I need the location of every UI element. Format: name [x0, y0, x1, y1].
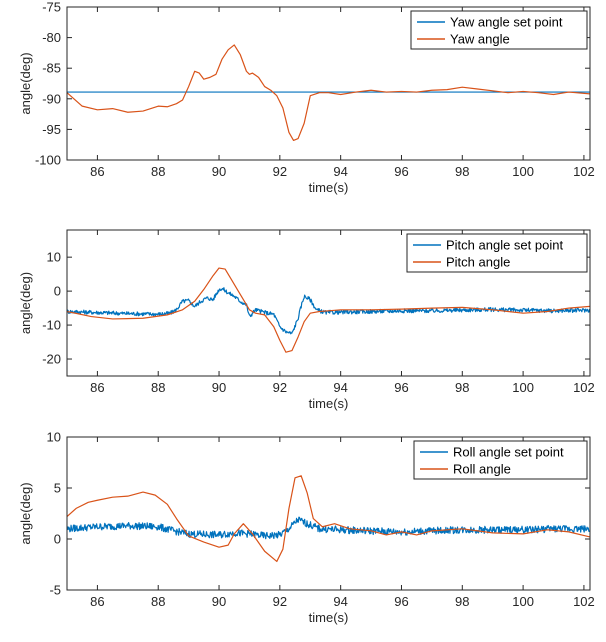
roll-y-tick-label: 5	[54, 481, 61, 496]
yaw-x-tick-label: 98	[455, 164, 469, 179]
yaw-plot: 86 88 90 92 94 96 98 100 102 -100 -95 -90 -85 -80 -75 t…	[18, 0, 595, 195]
roll-x-tick-label: 86	[90, 594, 104, 609]
roll-x-tick-label: 98	[455, 594, 469, 609]
roll-y-tick-label: 0	[54, 532, 61, 547]
roll-y-tick-label: -5	[49, 583, 61, 598]
yaw-y-tick-label: -90	[42, 91, 61, 106]
pitch-x-tick-label: 98	[455, 380, 469, 395]
pitch-y-tick-label: -10	[42, 318, 61, 333]
pitch-x-tick-label: 90	[212, 380, 226, 395]
pitch-x-tick-label: 100	[512, 380, 534, 395]
roll-axes-box	[66, 436, 591, 591]
yaw-x-tick-label: 102	[573, 164, 595, 179]
pitch-legend-label-2: Pitch angle	[446, 255, 510, 270]
pitch-x-tick-label: 96	[394, 380, 408, 395]
pitch-y-axis-label: angle(deg)	[18, 272, 33, 334]
pitch-y-tick-label: -20	[42, 352, 61, 367]
roll-legend: Roll angle set point Roll angle	[413, 440, 588, 480]
pitch-legend-label-1: Pitch angle set point	[446, 238, 563, 253]
pitch-plot: 86 88 90 92 94 96 98 100 102 -20 -10 0 10 time(s) angl…	[18, 229, 595, 411]
roll-legend-label-2: Roll angle	[453, 462, 511, 477]
pitch-axes-box	[66, 229, 591, 377]
roll-x-tick-label: 100	[512, 594, 534, 609]
yaw-y-tick-label: -80	[42, 30, 61, 45]
yaw-axes-box	[66, 6, 591, 161]
roll-legend-label-1: Roll angle set point	[453, 445, 564, 460]
pitch-x-tick-label: 94	[333, 380, 347, 395]
roll-x-tick-label: 94	[333, 594, 347, 609]
pitch-y-tick-label: 0	[54, 284, 61, 299]
yaw-y-tick-label: -75	[42, 0, 61, 15]
roll-x-tick-label: 96	[394, 594, 408, 609]
yaw-legend-label-2: Yaw angle	[450, 32, 510, 47]
roll-y-axis-label: angle(deg)	[18, 482, 33, 544]
yaw-x-tick-label: 86	[90, 164, 104, 179]
roll-x-tick-label: 92	[273, 594, 287, 609]
roll-series-line-2	[67, 475, 590, 563]
yaw-x-tick-label: 96	[394, 164, 408, 179]
yaw-x-tick-label: 88	[151, 164, 165, 179]
roll-x-tick-label: 102	[573, 594, 595, 609]
yaw-y-axis-label: angle(deg)	[18, 52, 33, 114]
pitch-x-tick-label: 88	[151, 380, 165, 395]
roll-y-tick-label: 10	[47, 430, 61, 445]
yaw-x-tick-label: 92	[273, 164, 287, 179]
pitch-x-tick-label: 86	[90, 380, 104, 395]
pitch-x-tick-label: 92	[273, 380, 287, 395]
yaw-legend-box	[410, 10, 588, 50]
roll-x-tick-label: 90	[212, 594, 226, 609]
pitch-x-axis-label: time(s)	[309, 396, 349, 411]
yaw-legend: Yaw angle set point Yaw angle	[410, 10, 588, 50]
pitch-y-tick-label: 10	[47, 250, 61, 265]
yaw-x-tick-label: 90	[212, 164, 226, 179]
yaw-x-tick-label: 94	[333, 164, 347, 179]
yaw-series-line-2	[67, 44, 590, 142]
yaw-legend-label-1: Yaw angle set point	[450, 15, 563, 30]
pitch-x-tick-label: 102	[573, 380, 595, 395]
yaw-x-axis-label: time(s)	[309, 180, 349, 195]
yaw-y-tick-label: -95	[42, 122, 61, 137]
pitch-legend-box	[406, 233, 588, 273]
yaw-x-tick-label: 100	[512, 164, 534, 179]
pitch-legend: Pitch angle set point Pitch angle	[406, 233, 588, 273]
roll-x-axis-label: time(s)	[309, 610, 349, 625]
roll-series-line-1	[67, 516, 590, 540]
roll-plot: 86 88 90 92 94 96 98 100 102 -5 0 5 10 time(s) angle(d…	[18, 430, 595, 626]
roll-x-tick-label: 88	[151, 594, 165, 609]
yaw-y-tick-label: -85	[42, 61, 61, 76]
pitch-series-line-2	[67, 267, 590, 353]
yaw-y-tick-label: -100	[35, 153, 61, 168]
pitch-series-line-1	[67, 287, 590, 335]
roll-legend-box	[413, 440, 588, 480]
